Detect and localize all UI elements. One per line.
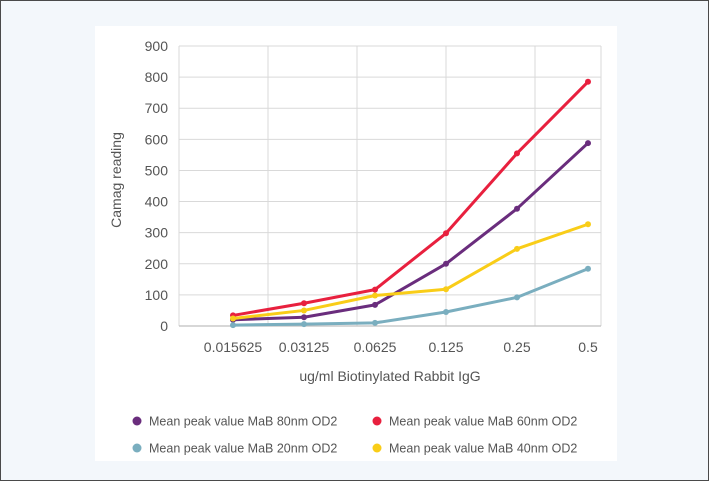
data-point <box>585 265 591 272</box>
series-line <box>231 222 590 321</box>
y-tick-label: 900 <box>145 38 169 54</box>
y-tick-label: 300 <box>145 225 169 241</box>
y-tick-label: 400 <box>145 194 169 210</box>
legend-label: Mean peak value MaB 80nm OD2 <box>149 415 337 429</box>
legend-marker <box>372 416 382 426</box>
legend-marker <box>132 416 142 426</box>
legend-marker <box>132 443 142 453</box>
data-point <box>443 309 449 315</box>
legend-marker <box>372 443 382 453</box>
data-point <box>514 150 520 157</box>
data-point <box>443 230 449 237</box>
y-tick-label: 600 <box>145 131 169 147</box>
data-point <box>301 314 307 321</box>
y-tick-label: 800 <box>145 69 169 85</box>
series-line <box>231 267 590 327</box>
y-axis-ticks: 0 100 200 300 400 500 600 700 800 900 <box>145 38 169 334</box>
x-tick-label: 0.03125 <box>279 339 330 355</box>
series-line <box>231 141 590 322</box>
y-tick-label: 200 <box>145 256 169 272</box>
series-lines <box>230 78 591 329</box>
data-point <box>230 315 236 322</box>
x-axis-ticks: 0.015625 0.03125 0.0625 0.125 0.25 0.5 <box>204 339 598 355</box>
series-line <box>231 80 590 317</box>
x-tick-label: 0.25 <box>503 339 530 355</box>
data-point <box>230 322 236 329</box>
legend-label: Mean peak value MaB 20nm OD2 <box>149 442 337 456</box>
x-tick-label: 0.015625 <box>204 339 263 355</box>
x-axis-title: ug/ml Biotinylated Rabbit IgG <box>299 368 480 384</box>
data-point <box>443 260 449 267</box>
data-point <box>514 294 520 301</box>
data-point <box>514 245 520 252</box>
data-point <box>585 140 591 147</box>
x-tick-label: 0.5 <box>578 339 598 355</box>
gridlines <box>178 45 602 326</box>
y-tick-label: 700 <box>145 100 169 116</box>
data-point <box>372 301 378 308</box>
legend-label: Mean peak value MaB 40nm OD2 <box>389 442 577 456</box>
y-tick-label: 0 <box>160 318 168 334</box>
data-point <box>585 221 591 228</box>
data-point <box>372 319 378 326</box>
data-point <box>372 292 378 299</box>
data-point <box>443 286 449 293</box>
data-point <box>372 286 378 293</box>
y-tick-label: 100 <box>145 287 169 303</box>
data-point <box>301 321 307 328</box>
y-axis-title: Camag reading <box>108 132 124 228</box>
data-point <box>514 205 520 212</box>
data-point <box>301 307 307 314</box>
legend-label: Mean peak value MaB 60nm OD2 <box>389 415 577 429</box>
x-tick-label: 0.125 <box>428 339 463 355</box>
legend: Mean peak value MaB 80nm OD2 Mean peak va… <box>132 415 577 456</box>
data-point <box>301 300 307 307</box>
data-point <box>585 78 591 85</box>
x-tick-label: 0.0625 <box>354 339 397 355</box>
y-tick-label: 500 <box>145 162 169 178</box>
